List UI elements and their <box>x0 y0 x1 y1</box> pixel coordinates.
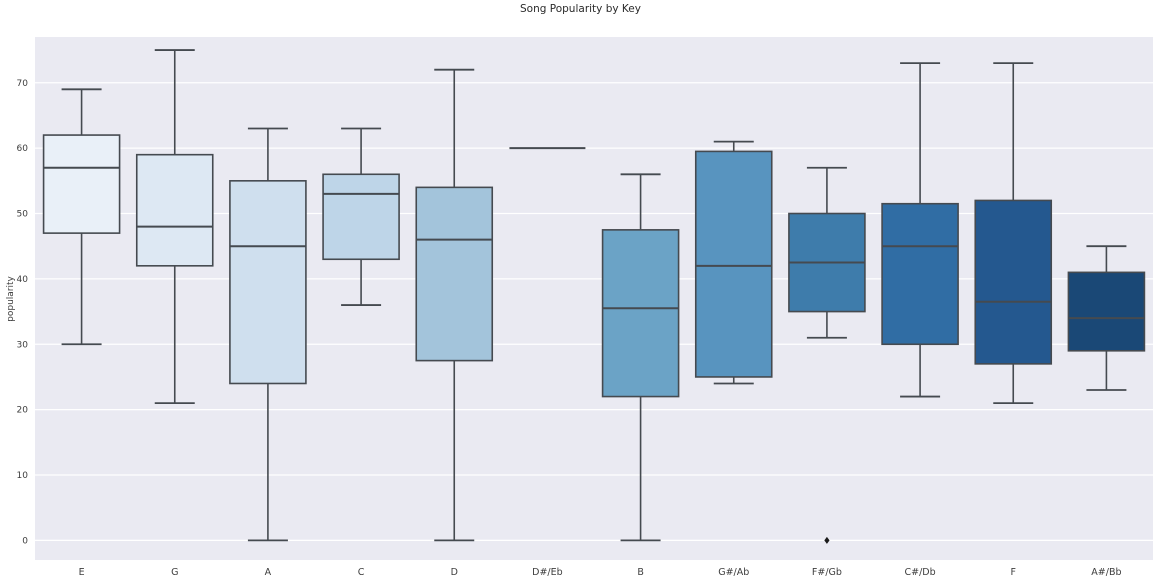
iqr-box <box>601 229 680 398</box>
x-tick-label: D <box>451 567 458 578</box>
y-tick-label: 60 <box>17 144 29 154</box>
iqr-box <box>974 199 1053 365</box>
iqr-box <box>881 202 959 346</box>
x-tick-label: D#/Eb <box>532 567 563 578</box>
y-tick-label: 40 <box>17 275 29 285</box>
iqr-box <box>694 150 773 378</box>
iqr-box <box>415 186 494 362</box>
x-tick-label: C <box>358 567 365 578</box>
y-tick-label: 50 <box>17 210 29 220</box>
x-tick-label: C#/Db <box>905 567 936 578</box>
chart-title: Song Popularity by Key <box>520 3 641 15</box>
y-tick-label: 0 <box>22 536 28 546</box>
iqr-box <box>135 153 214 267</box>
outlier-point <box>824 536 830 544</box>
x-tick-label: G <box>171 567 178 578</box>
x-tick-label: B <box>637 567 644 578</box>
x-tick-label: A <box>265 567 272 578</box>
y-tick-label: 10 <box>17 471 29 481</box>
y-tick-label: 30 <box>17 340 29 350</box>
plot-area <box>35 37 1153 560</box>
iqr-box <box>42 134 121 234</box>
x-tick-label: A#/Bb <box>1091 567 1121 578</box>
x-tick-label: G#/Ab <box>718 567 749 578</box>
x-tick-label: F#/Gb <box>812 567 842 578</box>
iqr-box <box>1067 271 1146 352</box>
x-tick-label: F <box>1011 567 1016 578</box>
y-tick-label: 70 <box>17 79 29 89</box>
y-tick-label: 20 <box>17 406 29 416</box>
x-tick-label: E <box>79 567 85 578</box>
iqr-box <box>229 180 307 385</box>
iqr-box <box>322 173 400 261</box>
